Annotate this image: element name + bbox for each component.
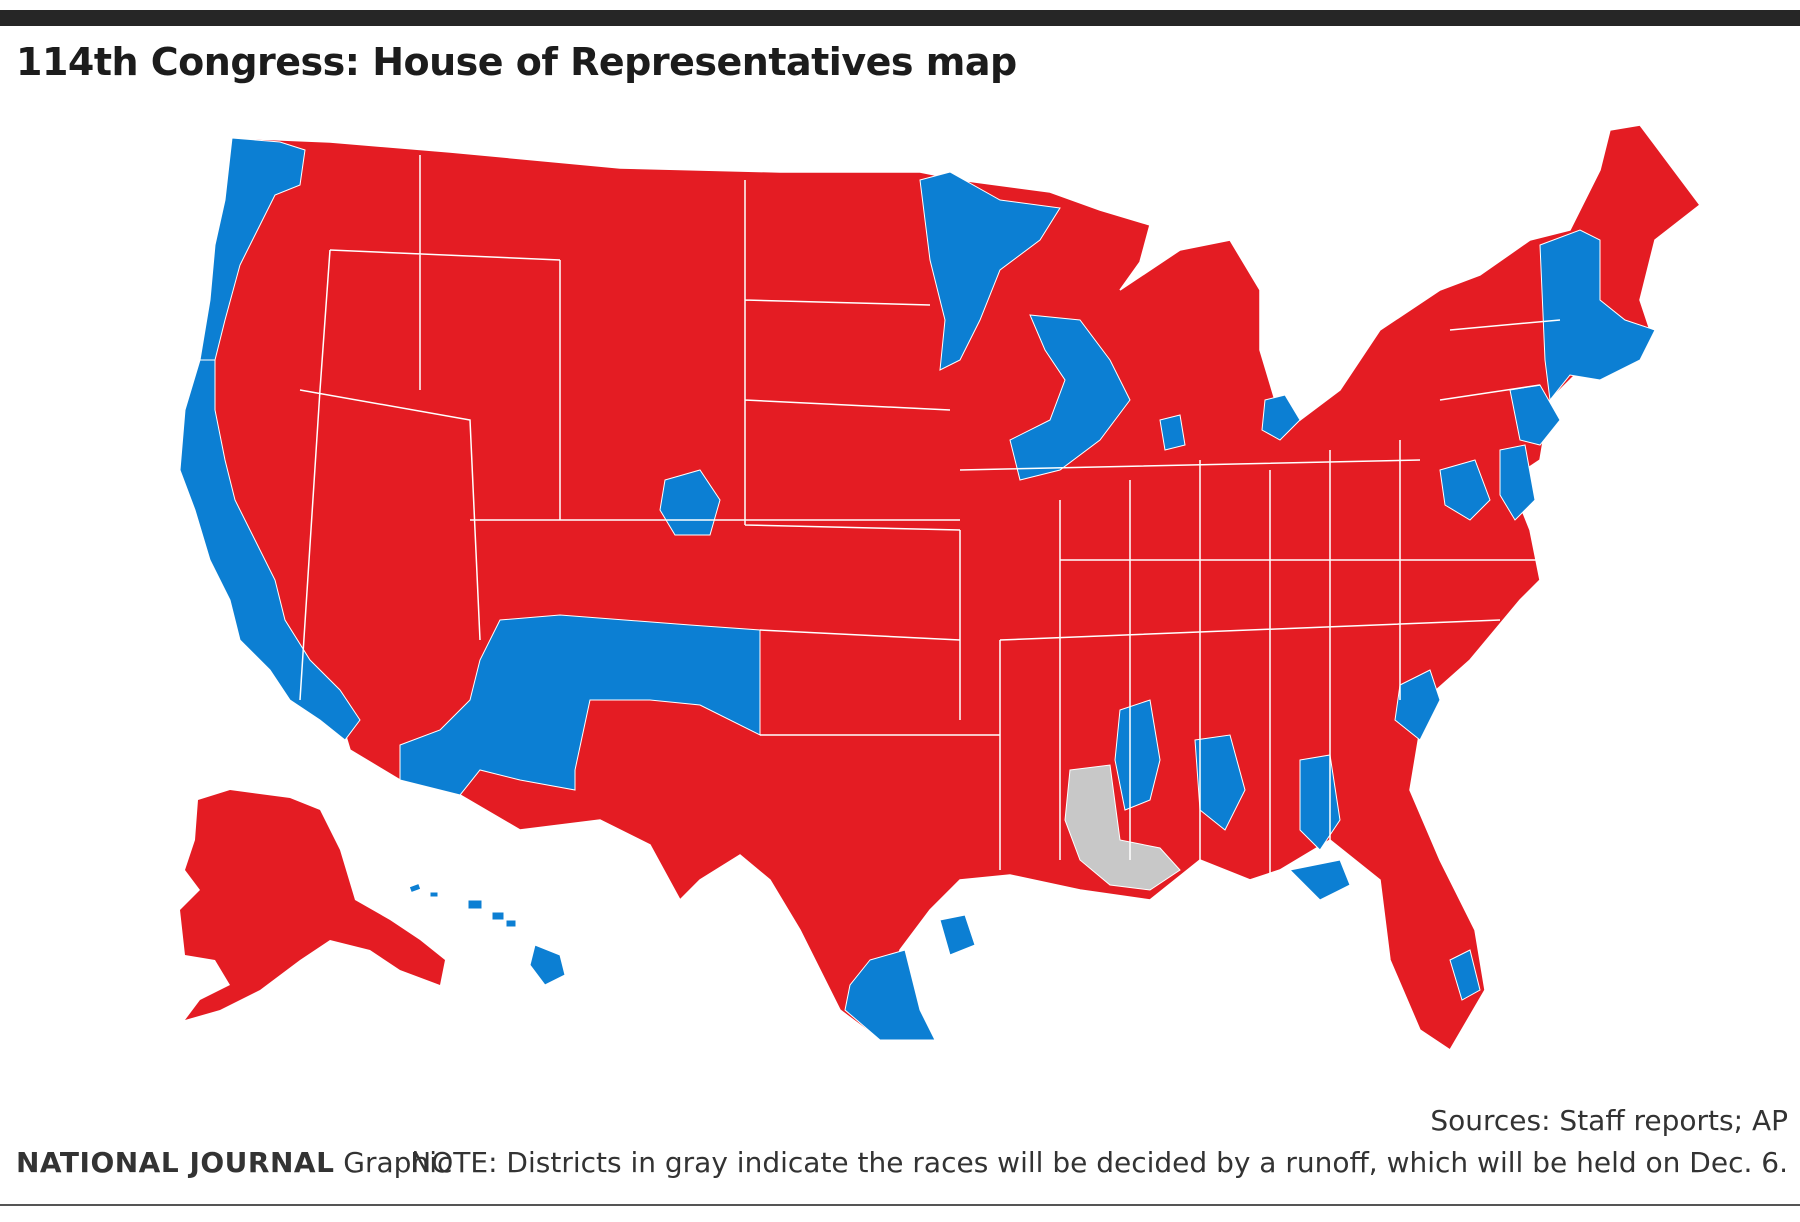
hawaii — [408, 882, 566, 986]
louisiana-runoff — [1064, 764, 1181, 891]
conus — [179, 124, 1702, 1052]
upper-midwest-blue — [1009, 314, 1131, 481]
carolina-blue — [1394, 669, 1441, 741]
houston-blue — [939, 914, 976, 956]
brand-name: NATIONAL JOURNAL — [16, 1146, 335, 1179]
top-rule — [0, 10, 1800, 26]
district-map — [179, 124, 1702, 1052]
florida-blue — [1288, 859, 1351, 901]
philly-nj-blue — [1499, 444, 1536, 521]
boundary-lines — [299, 155, 1561, 900]
brand-suffix: Graphic — [334, 1146, 453, 1179]
california-coast-blue — [179, 359, 361, 741]
sources-text: Sources: Staff reports; AP — [1430, 1104, 1788, 1137]
denver-blue — [659, 469, 721, 536]
pacific-northwest-blue — [199, 137, 306, 361]
brand-credit: NATIONAL JOURNAL Graphic — [16, 1146, 452, 1179]
detroit-blue — [1261, 394, 1301, 441]
bottom-rule — [0, 1204, 1800, 1206]
runoff-note: NOTE: Districts in gray indicate the rac… — [410, 1146, 1788, 1179]
mississippi-delta-blue — [1114, 699, 1161, 811]
dc-md-blue — [1439, 459, 1491, 521]
minnesota-blue — [919, 171, 1061, 371]
south-texas-blue — [844, 949, 936, 1041]
milwaukee-blue — [1159, 414, 1186, 451]
new-england-blue — [1539, 229, 1656, 402]
southwest-blue — [399, 614, 761, 796]
alaska — [180, 790, 445, 1020]
alabama-blue — [1194, 734, 1246, 831]
south-florida-blue — [1449, 949, 1481, 1001]
map-title: 114th Congress: House of Representatives… — [16, 40, 1017, 84]
